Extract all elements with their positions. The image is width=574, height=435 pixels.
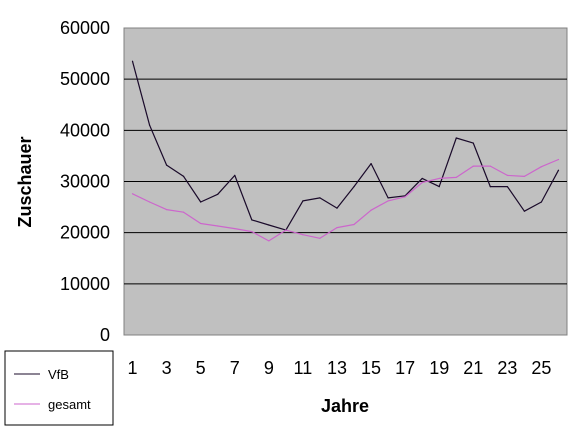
data-point-gesamt [421, 181, 423, 184]
legend-box [4, 350, 114, 426]
data-point-gesamt [268, 240, 270, 242]
data-point-gesamt [148, 201, 151, 203]
data-point-gesamt [131, 193, 134, 195]
data-point-gesamt [506, 174, 508, 176]
y-axis-title: Zuschauer [15, 136, 35, 227]
data-point-vfb [523, 210, 526, 212]
data-point-vfb [183, 175, 185, 177]
data-point-vfb [540, 201, 543, 203]
data-point-vfb [387, 197, 389, 199]
data-point-vfb [472, 142, 474, 144]
data-point-vfb [268, 224, 270, 226]
x-tick-label: 11 [294, 358, 313, 378]
data-point-gesamt [472, 165, 474, 167]
data-point-gesamt [557, 158, 560, 161]
data-point-vfb [200, 201, 202, 203]
data-point-vfb [506, 186, 508, 188]
data-point-vfb [217, 193, 219, 195]
data-point-gesamt [540, 166, 543, 168]
data-point-vfb [148, 124, 151, 126]
data-point-gesamt [404, 196, 406, 198]
y-tick-label: 0 [100, 325, 110, 345]
data-point-vfb [234, 174, 236, 176]
y-tick-label: 40000 [60, 120, 110, 140]
data-point-gesamt [285, 229, 287, 231]
legend-label-gesamt: gesamt [48, 397, 91, 412]
data-point-vfb [557, 169, 560, 171]
data-point-vfb [302, 200, 304, 202]
data-point-vfb [438, 186, 440, 188]
data-point-gesamt [200, 222, 202, 225]
data-point-gesamt [165, 209, 168, 211]
data-point-vfb [165, 164, 168, 166]
y-axis-ticks: 0 10000 20000 30000 40000 50000 60000 [60, 18, 110, 345]
data-point-vfb [370, 162, 372, 165]
data-point-gesamt [234, 227, 236, 230]
data-point-gesamt [319, 237, 321, 239]
x-tick-label: 7 [230, 358, 240, 378]
data-point-vfb [251, 219, 253, 221]
legend: VfB gesamt [4, 350, 114, 426]
data-point-gesamt [370, 209, 372, 211]
x-tick-label: 3 [162, 358, 172, 378]
x-tick-label: 19 [429, 358, 449, 378]
y-tick-label: 50000 [60, 69, 110, 89]
series-line-vfb [131, 61, 560, 231]
x-tick-label: 5 [196, 358, 206, 378]
x-axis-ticks: 1 3 5 7 9 11 13 15 17 19 21 23 25 [128, 358, 552, 378]
data-point-vfb [353, 186, 355, 188]
data-point-gesamt [336, 226, 338, 229]
x-tick-label: 25 [531, 358, 551, 378]
data-point-vfb [336, 207, 338, 209]
gridlines [124, 78, 567, 285]
data-point-gesamt [353, 223, 355, 226]
data-point-vfb [131, 60, 134, 62]
series-lines [131, 60, 560, 242]
x-tick-label: 23 [497, 358, 517, 378]
data-point-vfb [319, 197, 321, 199]
y-tick-label: 20000 [60, 223, 110, 243]
y-tick-label: 30000 [60, 172, 110, 192]
x-axis-title: Jahre [321, 396, 369, 416]
series-line-gesamt [132, 158, 559, 242]
x-tick-label: 9 [264, 358, 274, 378]
y-tick-label: 10000 [60, 274, 110, 294]
data-point-gesamt [455, 176, 457, 179]
data-point-gesamt [523, 175, 526, 177]
data-point-vfb [489, 186, 491, 188]
data-point-vfb [421, 177, 423, 180]
x-tick-label: 1 [128, 358, 138, 378]
data-point-gesamt [183, 211, 185, 213]
data-point-gesamt [217, 225, 219, 227]
data-point-gesamt [302, 234, 304, 236]
data-point-gesamt [438, 177, 440, 180]
x-tick-label: 21 [463, 358, 483, 378]
data-point-gesamt [387, 200, 389, 202]
data-point-gesamt [251, 231, 253, 233]
legend-label-vfb: VfB [48, 367, 69, 382]
data-point-vfb [455, 137, 457, 139]
y-tick-label: 60000 [60, 18, 110, 38]
x-tick-label: 15 [361, 358, 381, 378]
data-point-gesamt [489, 165, 491, 167]
x-tick-label: 13 [327, 358, 347, 378]
x-tick-label: 17 [395, 358, 415, 378]
